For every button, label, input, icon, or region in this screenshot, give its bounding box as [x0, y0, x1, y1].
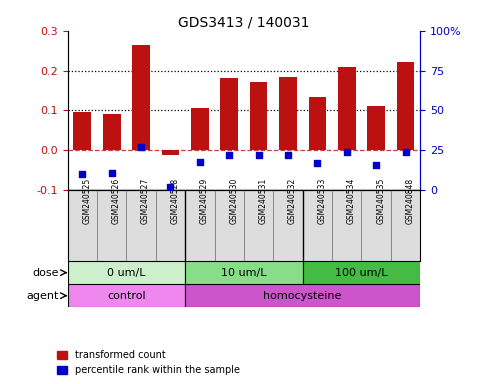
Point [313, 160, 321, 166]
Text: GSM240535: GSM240535 [376, 178, 385, 224]
Text: GSM240525: GSM240525 [82, 178, 91, 224]
Text: GSM240848: GSM240848 [406, 178, 414, 224]
Text: homocysteine: homocysteine [264, 291, 342, 301]
Legend: transformed count, percentile rank within the sample: transformed count, percentile rank withi… [53, 346, 243, 379]
Bar [338, 66, 355, 151]
Bar [332, 190, 361, 261]
Bar [185, 284, 420, 307]
Bar [185, 190, 214, 261]
Text: 0 um/L: 0 um/L [107, 268, 146, 278]
Bar [156, 190, 185, 261]
Bar [367, 106, 385, 151]
Bar [73, 113, 91, 151]
Text: control: control [107, 291, 146, 301]
Point [137, 144, 145, 150]
Text: GSM240528: GSM240528 [170, 178, 180, 224]
Bar [214, 190, 244, 261]
Bar [303, 190, 332, 261]
Bar [68, 261, 185, 284]
Bar [191, 108, 209, 151]
Bar [397, 62, 414, 151]
Bar [132, 45, 150, 151]
Text: 10 um/L: 10 um/L [221, 268, 267, 278]
Bar [250, 82, 268, 151]
Text: GSM240533: GSM240533 [317, 178, 327, 224]
Bar [279, 78, 297, 151]
Bar [273, 190, 303, 261]
Text: GSM240534: GSM240534 [347, 178, 356, 224]
Text: GSM240527: GSM240527 [141, 178, 150, 224]
Bar [244, 190, 273, 261]
Bar [97, 190, 127, 261]
Text: GSM240531: GSM240531 [258, 178, 268, 224]
Bar [361, 190, 391, 261]
Text: agent: agent [27, 291, 59, 301]
Point [196, 159, 204, 165]
Text: GSM240526: GSM240526 [112, 178, 121, 224]
Text: GSM240529: GSM240529 [200, 178, 209, 224]
Point [402, 149, 410, 155]
Title: GDS3413 / 140031: GDS3413 / 140031 [178, 16, 310, 30]
Text: 100 um/L: 100 um/L [335, 268, 388, 278]
Point [284, 152, 292, 158]
Bar [309, 96, 326, 151]
Text: dose: dose [32, 268, 59, 278]
Bar [391, 190, 420, 261]
Bar [127, 190, 156, 261]
Bar [185, 261, 303, 284]
Text: GSM240532: GSM240532 [288, 178, 297, 224]
Point [255, 152, 262, 158]
Bar [220, 78, 238, 151]
Point [108, 170, 115, 176]
Bar [68, 190, 97, 261]
Bar [103, 114, 120, 151]
Bar [68, 284, 185, 307]
Point [343, 149, 351, 155]
Bar [303, 261, 420, 284]
Point [167, 184, 174, 190]
Point [78, 171, 86, 177]
Text: GSM240530: GSM240530 [229, 178, 238, 224]
Point [226, 152, 233, 158]
Point [372, 162, 380, 168]
Bar [162, 151, 179, 155]
